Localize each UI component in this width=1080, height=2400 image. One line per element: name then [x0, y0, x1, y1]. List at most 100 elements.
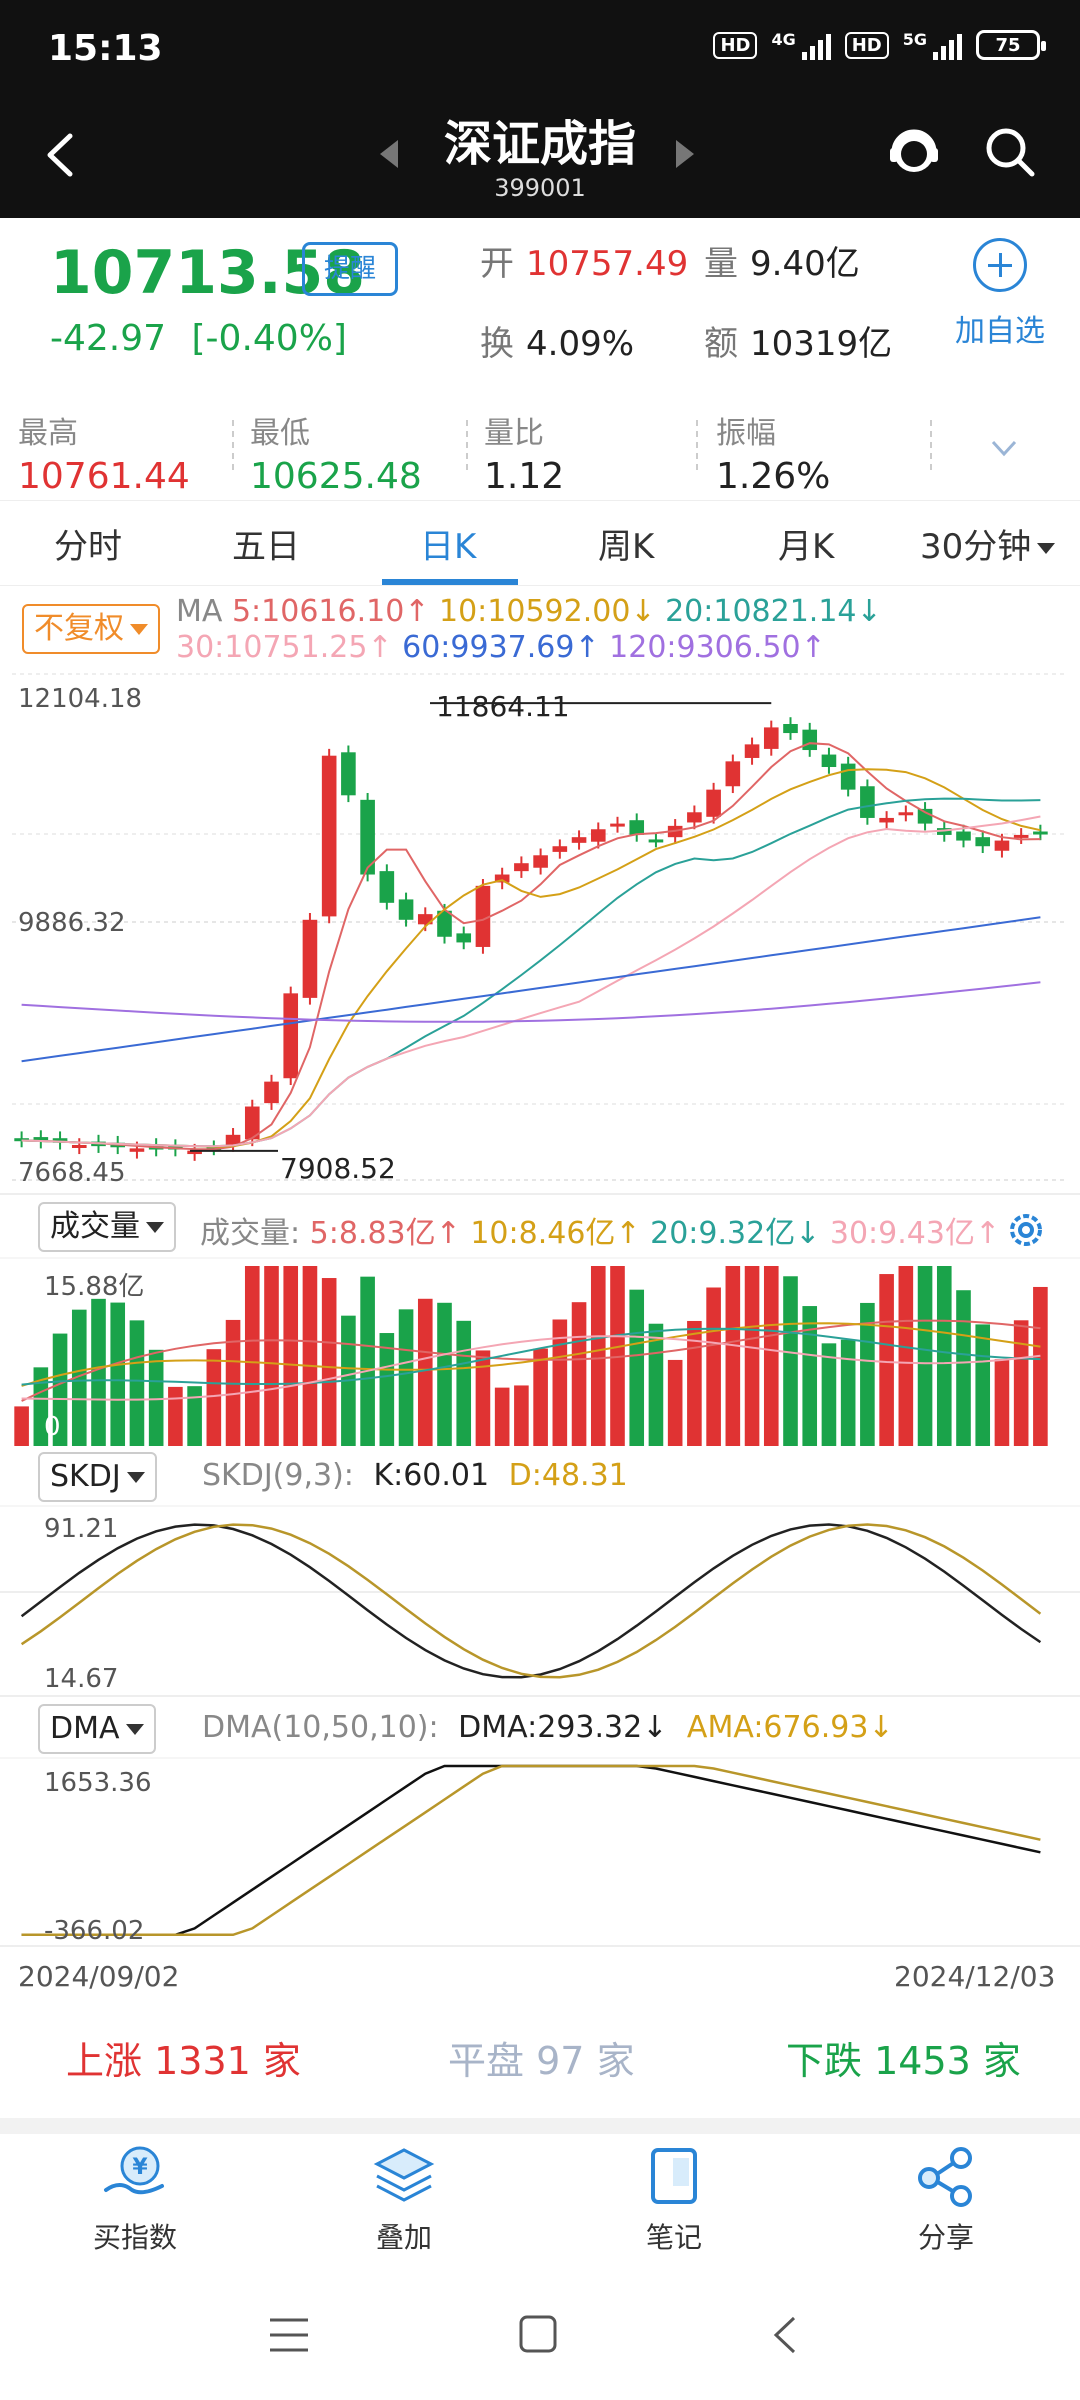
caret-down-icon [146, 1222, 164, 1233]
stat-value: 10625.48 [250, 456, 422, 497]
open-label: 开 [480, 244, 514, 284]
nav-row: 深证成指 399001 [0, 100, 1080, 218]
add-watchlist-button[interactable]: 加自选 [940, 238, 1060, 350]
volume-bar [321, 1278, 337, 1446]
caret-down-icon [1037, 543, 1056, 554]
volume-bar [763, 1266, 779, 1446]
search-icon[interactable] [982, 124, 1038, 180]
bottom-toolbar: ¥ 买指数 叠加 笔记 分享 [0, 2134, 1080, 2280]
volume-bar [52, 1333, 68, 1446]
volume-bar [33, 1367, 49, 1446]
stat-value: 1.12 [484, 456, 565, 497]
vol-ma5: 5:8.83亿↑ [309, 1216, 461, 1251]
volume-bar [456, 1320, 472, 1446]
tab-five-day[interactable]: 五日 [232, 527, 300, 567]
kline-ymid-label: 9886.32 [18, 908, 126, 938]
volume-bar [533, 1348, 548, 1446]
tab-30min[interactable]: 30分钟 [920, 519, 1056, 568]
buy-index-button[interactable]: ¥ 买指数 [55, 2144, 215, 2256]
overlay-button[interactable]: 叠加 [324, 2144, 484, 2256]
candle-body [802, 729, 818, 751]
amount-value: 10319亿 [750, 324, 893, 364]
candle-body [475, 885, 491, 947]
volume-bar [398, 1309, 414, 1446]
back-nav-icon[interactable] [770, 2314, 800, 2356]
volume-bar [590, 1266, 606, 1446]
candle-body [514, 863, 529, 872]
ama-value: AMA:676.93↓ [686, 1710, 894, 1745]
start-date-label: 2024/09/02 [18, 1960, 180, 1993]
candle-body [994, 840, 1010, 851]
open-field: 开 10757.49 [480, 236, 688, 285]
volume-bar [667, 1359, 683, 1446]
volume-bar [840, 1339, 856, 1446]
skdj-ymax-label: 91.21 [44, 1514, 119, 1544]
tab-daily-k[interactable]: 日K [420, 527, 477, 567]
adjust-label: 不复权 [34, 611, 124, 646]
notes-icon [651, 2148, 697, 2204]
volume-legend: 成交量: 5:8.83亿↑ 10:8.46亿↑ 20:9.32亿↓ 30:9.4… [200, 1208, 1000, 1252]
share-button[interactable]: 分享 [866, 2144, 1026, 2256]
back-arrow-icon[interactable] [40, 130, 80, 180]
skdj-indicator-dropdown[interactable]: SKDJ [38, 1452, 157, 1502]
candle-body [264, 1081, 279, 1104]
volume-bar [437, 1302, 452, 1446]
candle-body [956, 831, 971, 841]
flat-count: 平盘 97 家 [448, 2030, 635, 2085]
candle-body [1013, 834, 1029, 838]
stat-label: 量比 [484, 416, 544, 451]
notes-label: 笔记 [645, 2221, 702, 2254]
volume-ymax-label: 15.88亿 [44, 1272, 145, 1302]
kline-chart[interactable] [0, 586, 1080, 1986]
buy-index-label: 买指数 [92, 2221, 177, 2254]
candle-body [687, 812, 702, 823]
candle-body [14, 1138, 29, 1142]
volume-ymin-label: 0 [44, 1412, 61, 1442]
share-label: 分享 [917, 2221, 974, 2254]
active-tab-indicator [382, 579, 518, 585]
falling-count: 下跌 1453 家 [786, 2030, 1021, 2085]
home-icon[interactable] [518, 2314, 558, 2354]
dma-ymax-label: 1653.36 [44, 1768, 152, 1798]
stat-label: 最高 [18, 416, 78, 451]
rising-label: 上涨 [66, 2039, 143, 2083]
stat-label: 最低 [250, 416, 310, 451]
dma-indicator-dropdown[interactable]: DMA [38, 1704, 156, 1754]
volume-bar [1033, 1286, 1048, 1446]
candle-body [879, 817, 894, 823]
customer-service-icon[interactable] [886, 124, 942, 180]
rising-value: 1331 [154, 2039, 251, 2083]
chevron-down-icon[interactable] [990, 434, 1018, 462]
remind-button[interactable]: 提醒 [302, 242, 398, 296]
notes-button[interactable]: 笔记 [594, 2144, 754, 2256]
skdj-legend: SKDJ(9,3): K:60.01 D:48.31 [202, 1458, 628, 1493]
ma-legend-row2: 30:10751.25↑ 60:9937.69↑ 120:9306.50↑ [176, 630, 826, 665]
settings-gear-icon[interactable] [1002, 1206, 1050, 1254]
tab-intraday[interactable]: 分时 [54, 527, 122, 567]
chart-area[interactable]: 不复权 MA 5:10616.10↑ 10:10592.00↓ 20:10821… [0, 586, 1080, 1993]
volume-bar [975, 1324, 991, 1446]
menu-icon[interactable] [268, 2316, 310, 2354]
candle-body [417, 914, 433, 925]
kline-ymax-label: 12104.18 [18, 684, 143, 714]
buy-index-icon: ¥ [104, 2146, 164, 2195]
volume-bar [648, 1323, 664, 1446]
prev-index-icon[interactable] [380, 140, 398, 168]
candle-body [283, 993, 299, 1079]
volume-indicator-dropdown[interactable]: 成交量 [38, 1202, 176, 1252]
dma-chip-label: DMA [50, 1711, 120, 1746]
candle-body [975, 837, 991, 847]
falling-unit: 家 [982, 2039, 1021, 2083]
next-index-icon[interactable] [676, 140, 694, 168]
adjust-dropdown[interactable]: 不复权 [22, 604, 160, 654]
ma60-value: 60:9937.69↑ [402, 630, 600, 665]
tab-monthly-k[interactable]: 月K [778, 527, 835, 567]
tab-weekly-k[interactable]: 周K [598, 527, 655, 567]
skdj-k-value: K:60.01 [373, 1458, 490, 1493]
candle-body [129, 1148, 145, 1152]
stats-row: 最高 10761.44 最低 10625.48 量比 1.12 振幅 1.26% [0, 400, 1080, 500]
ma20-value: 20:10821.14↓ [665, 594, 882, 629]
turnover-value: 4.09% [526, 324, 635, 364]
vol-ma10: 10:8.46亿↑ [470, 1216, 641, 1251]
volume-bar [725, 1266, 741, 1446]
